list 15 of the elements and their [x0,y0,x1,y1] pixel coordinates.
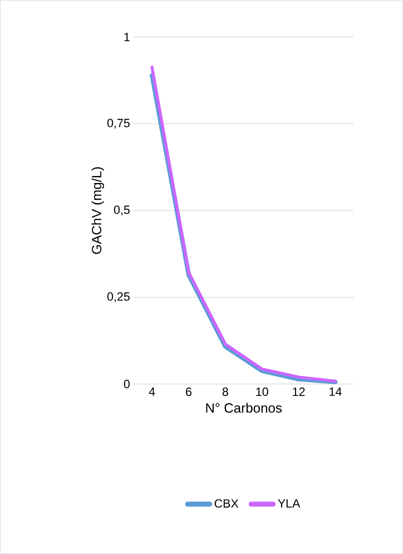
y-tick-label: 0,25 [107,292,130,302]
x-tick-label: 14 [330,388,342,396]
legend-label: CBX [214,499,238,508]
legend-label: YLA [278,499,300,508]
y-tick-label: 0 [124,380,130,388]
x-tick-label: 6 [186,388,192,396]
y-axis-title: GAChV (mg/L) [92,167,104,254]
x-tick-label: 8 [222,388,228,396]
x-tick-label: 4 [148,388,155,396]
x-tick-label: 12 [292,388,305,396]
x-axis-title: N° Carbonos [206,402,282,413]
y-tick-label: 1 [124,32,130,42]
y-tick-label: 0,5 [114,206,130,216]
x-tick-label: 10 [256,388,268,396]
y-tick-label: 0,75 [107,118,130,129]
